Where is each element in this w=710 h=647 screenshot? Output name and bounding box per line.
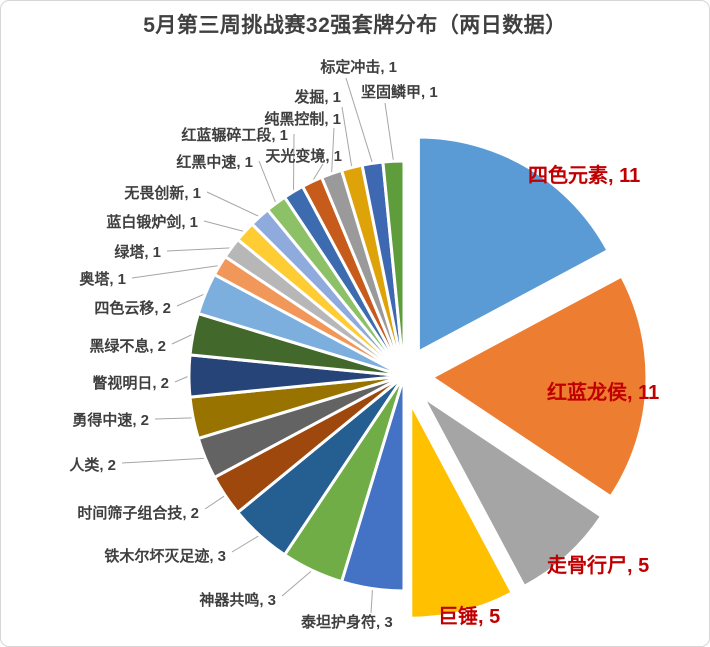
slice-label-9: 人类, 2 xyxy=(69,456,116,474)
slice-label-12: 黑绿不息, 2 xyxy=(89,337,166,355)
slice-label-19: 红蓝辗碎工段, 1 xyxy=(181,126,288,144)
chart-title: 5月第三周挑战赛32强套牌分布（两日数据） xyxy=(143,14,567,37)
slice-label-5: 泰坦护身符, 3 xyxy=(300,613,393,631)
slice-label-18: 红黑中速, 1 xyxy=(176,153,253,171)
leader-line-22 xyxy=(341,106,353,168)
leader-line-14 xyxy=(131,265,220,279)
leader-line-21 xyxy=(331,127,335,174)
slice-label-11: 瞥视明日, 2 xyxy=(92,374,169,392)
slice-label-2: 红蓝龙侯, 11 xyxy=(547,380,659,404)
leader-line-15 xyxy=(166,247,232,252)
leader-line-10 xyxy=(154,417,194,420)
leader-line-17 xyxy=(206,191,260,218)
slice-label-7: 铁木尔坏灭足迹, 3 xyxy=(104,547,226,565)
slice-label-14: 奥塔, 1 xyxy=(79,270,126,288)
slice-label-13: 四色云移, 2 xyxy=(94,299,171,317)
slice-label-3: 走骨行尸, 5 xyxy=(547,553,649,577)
leader-line-11 xyxy=(174,375,190,383)
slice-label-16: 蓝白锻炉剑, 1 xyxy=(106,213,198,231)
leader-line-16 xyxy=(203,220,245,233)
leader-line-13 xyxy=(176,293,206,307)
slice-label-24: 坚固鳞甲, 1 xyxy=(361,83,438,101)
slice-label-17: 无畏创新, 1 xyxy=(123,184,201,202)
slice-label-10: 勇得中速, 2 xyxy=(72,411,149,429)
slice-label-6: 神器共鸣, 3 xyxy=(199,591,276,609)
leader-line-7 xyxy=(231,534,260,553)
leader-line-5 xyxy=(370,588,373,614)
leader-line-9 xyxy=(121,457,206,464)
pie-slice-3[interactable] xyxy=(421,395,604,588)
leader-line-12 xyxy=(171,333,194,345)
leader-line-18 xyxy=(258,160,277,204)
leader-line-19 xyxy=(293,133,295,192)
slice-label-8: 时间筛子组合技, 2 xyxy=(77,504,199,522)
slice-label-23: 标定冲击, 1 xyxy=(319,58,397,76)
slice-label-21: 纯黑控制, 1 xyxy=(264,110,341,128)
pie-slice-24[interactable] xyxy=(381,159,406,378)
slice-label-4: 巨锤, 5 xyxy=(438,604,500,628)
pie-slice-2[interactable] xyxy=(430,274,649,499)
leader-line-24 xyxy=(384,102,394,162)
pie-slice-4[interactable] xyxy=(409,401,514,620)
leader-line-20 xyxy=(311,163,324,182)
slice-label-22: 发掘, 1 xyxy=(293,88,341,106)
leader-line-8 xyxy=(204,494,226,510)
pie-slice-1[interactable] xyxy=(416,135,610,354)
leader-line-23 xyxy=(345,77,373,164)
slice-label-20: 天光变境, 1 xyxy=(265,147,342,165)
leader-line-6 xyxy=(281,570,313,597)
slice-label-15: 绿塔, 1 xyxy=(114,243,161,261)
slice-label-1: 四色元素, 11 xyxy=(528,163,640,187)
